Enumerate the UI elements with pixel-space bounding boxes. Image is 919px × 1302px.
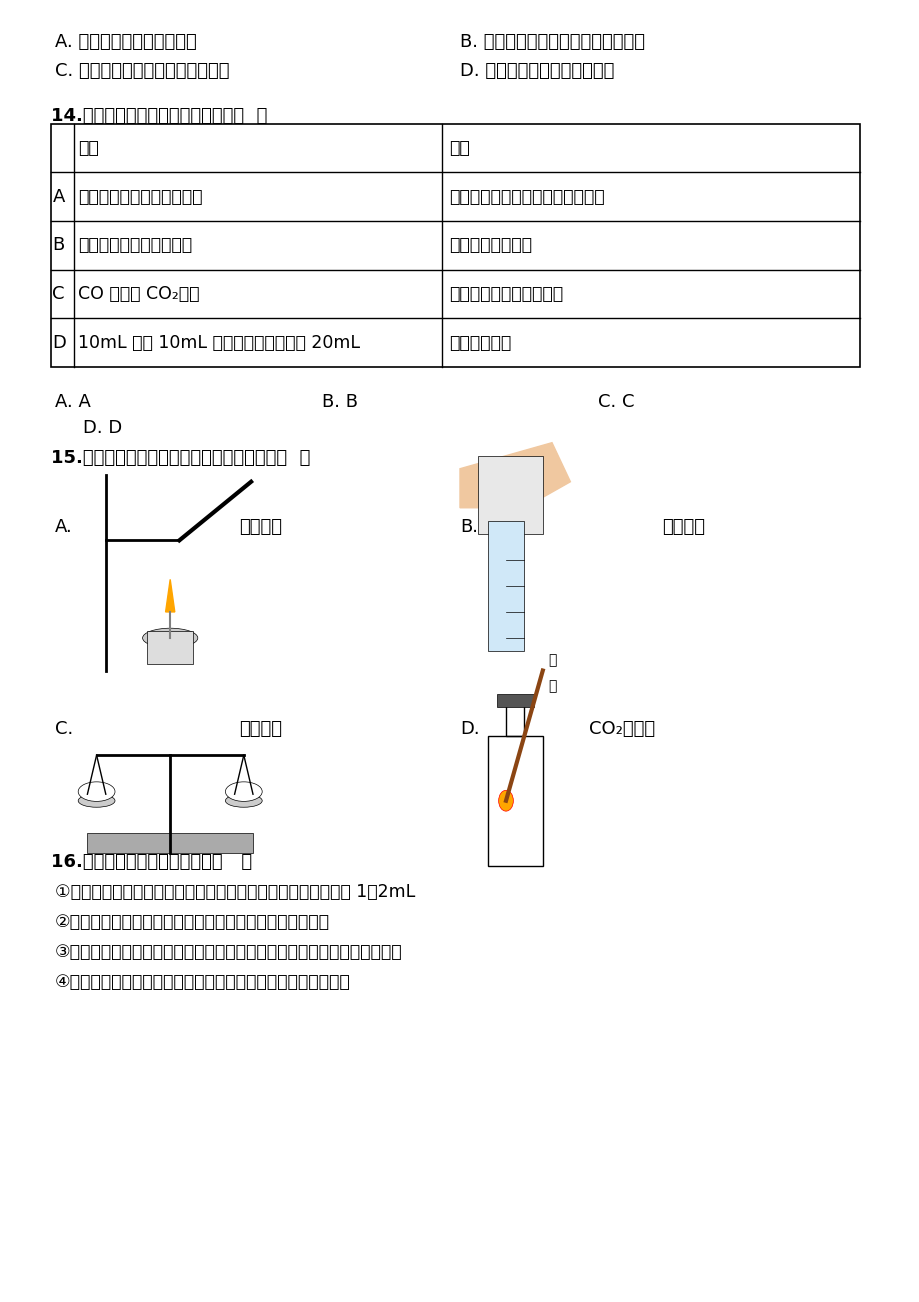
Text: D.: D. — [460, 720, 479, 738]
Text: 分子间有间隔: 分子间有间隔 — [448, 333, 511, 352]
Text: C. C: C. C — [597, 393, 634, 411]
Text: ③翻开试剂瓶后要把瓶塞正放在桌面上，右手心向着瓶签拿药瓶倒液体试剂: ③翻开试剂瓶后要把瓶塞正放在桌面上，右手心向着瓶签拿药瓶倒液体试剂 — [55, 943, 403, 961]
Bar — [478, 456, 542, 534]
Text: B. 反响前后催化剂的质量和性质不变: B. 反响前后催化剂的质量和性质不变 — [460, 33, 644, 51]
Text: 分子间隔发生改变: 分子间隔发生改变 — [448, 237, 531, 254]
Text: 两种物质的原子结构不同: 两种物质的原子结构不同 — [448, 285, 562, 303]
Text: ②取用一定量的液体药品，没有量筒时，可用胶头滴管代替: ②取用一定量的液体药品，没有量筒时，可用胶头滴管代替 — [55, 913, 330, 931]
Text: 称量药品: 称量药品 — [239, 720, 282, 738]
Bar — [147, 631, 193, 664]
Ellipse shape — [78, 794, 115, 807]
Polygon shape — [460, 443, 570, 508]
Text: A. A: A. A — [55, 393, 91, 411]
Bar — [487, 736, 542, 866]
Text: A.: A. — [55, 518, 73, 536]
Text: 木: 木 — [547, 654, 556, 667]
Text: 分子的运动速率随温度升高而加快: 分子的运动速率随温度升高而加快 — [448, 187, 604, 206]
Text: 10mL 水和 10mL 酒精混合，体积小于 20mL: 10mL 水和 10mL 酒精混合，体积小于 20mL — [78, 333, 360, 352]
Polygon shape — [165, 579, 175, 612]
Bar — [496, 694, 533, 707]
Text: 干冰升华为二氧化碳气体: 干冰升华为二氧化碳气体 — [78, 237, 192, 254]
Ellipse shape — [225, 781, 262, 802]
Text: CO 有毒而 CO₂无毒: CO 有毒而 CO₂无毒 — [78, 285, 199, 303]
Text: 加热液体: 加热液体 — [239, 518, 282, 536]
Text: B.: B. — [460, 518, 478, 536]
Text: B. B: B. B — [322, 393, 357, 411]
Text: A: A — [52, 187, 64, 206]
Text: 倾倒药品: 倾倒药品 — [662, 518, 705, 536]
Text: 事实: 事实 — [78, 139, 99, 158]
Text: C.: C. — [55, 720, 74, 738]
Text: 16.以下根本操作正确的选项是（   ）: 16.以下根本操作正确的选项是（ ） — [51, 853, 252, 871]
Text: B: B — [52, 237, 64, 254]
Text: A. 催化剂均可加快反应速率: A. 催化剂均可加快反应速率 — [55, 33, 197, 51]
Bar — [87, 833, 253, 853]
Text: C. 参加催化剂后生成物质量将增加: C. 参加催化剂后生成物质量将增加 — [55, 62, 230, 81]
Text: 条: 条 — [547, 680, 556, 693]
Bar — [487, 521, 524, 651]
Ellipse shape — [142, 629, 198, 648]
Text: 解释: 解释 — [448, 139, 470, 158]
Text: D. 某个反响可能有多种催化剂: D. 某个反响可能有多种催化剂 — [460, 62, 614, 81]
Text: D: D — [52, 333, 66, 352]
Text: 15.以以下列图所示的实验操作正确的选项是（  ）: 15.以以下列图所示的实验操作正确的选项是（ ） — [51, 449, 310, 467]
Text: ④滴管吸满药液后，管口端要靠在试管壁上，使液体沿管壁流下: ④滴管吸满药液后，管口端要靠在试管壁上，使液体沿管壁流下 — [55, 973, 350, 991]
Text: 在阳光下，湿衣服容易晾干: 在阳光下，湿衣服容易晾干 — [78, 187, 202, 206]
Text: 14.对以下事实的解释错误的选项是（  ）: 14.对以下事实的解释错误的选项是（ ） — [51, 107, 267, 125]
Bar — [505, 703, 524, 736]
Text: D. D: D. D — [83, 419, 122, 437]
Text: ①如果药品没有说明用量，那么固体盖满试管底部即可，液体取 1～2mL: ①如果药品没有说明用量，那么固体盖满试管底部即可，液体取 1～2mL — [55, 883, 415, 901]
Text: CO₂的验满: CO₂的验满 — [588, 720, 654, 738]
Circle shape — [498, 790, 513, 811]
Text: C: C — [52, 285, 65, 303]
Bar — [51, 124, 859, 367]
Ellipse shape — [78, 781, 115, 802]
Ellipse shape — [225, 794, 262, 807]
